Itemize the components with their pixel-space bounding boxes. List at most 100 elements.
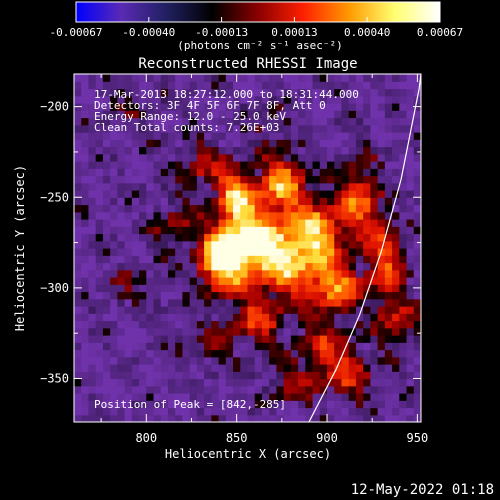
- heatmap-cell: [283, 298, 292, 307]
- heatmap-cell: [363, 320, 371, 329]
- heatmap-cell: [290, 298, 299, 307]
- heatmap-cell: [413, 139, 421, 148]
- heatmap-cell: [290, 197, 299, 206]
- heatmap-cell: [110, 262, 118, 271]
- heatmap-cell: [363, 153, 371, 162]
- heatmap-cell: [276, 95, 285, 104]
- heatmap-cell: [283, 190, 292, 198]
- heatmap-cell: [131, 335, 140, 343]
- heatmap-cell: [283, 291, 292, 300]
- heatmap-cell: [189, 385, 198, 394]
- heatmap-cell: [167, 371, 176, 380]
- heatmap-cell: [247, 175, 256, 184]
- heatmap-cell: [117, 182, 126, 191]
- heatmap-cell: [276, 356, 285, 365]
- heatmap-cell: [225, 356, 234, 365]
- heatmap-cell: [240, 313, 249, 322]
- heatmap-cell: [290, 407, 299, 416]
- heatmap-cell: [384, 356, 393, 365]
- heatmap-cell: [160, 211, 169, 220]
- heatmap-cell: [355, 211, 364, 220]
- heatmap-cell: [247, 81, 256, 90]
- heatmap-cell: [298, 81, 306, 90]
- heatmap-cell: [319, 291, 328, 300]
- heatmap-cell: [74, 81, 82, 90]
- heatmap-cell: [81, 335, 90, 343]
- heatmap-cell: [225, 248, 234, 256]
- heatmap-cell: [269, 233, 278, 242]
- heatmap-cell: [110, 371, 118, 380]
- heatmap-cell: [233, 117, 241, 126]
- heatmap-cell: [305, 190, 314, 198]
- heatmap-cell: [88, 400, 97, 409]
- heatmap-cell: [153, 320, 162, 329]
- heatmap-cell: [399, 153, 408, 162]
- heatmap-cell: [74, 175, 82, 184]
- heatmap-cell: [413, 356, 421, 365]
- heatmap-cell: [153, 414, 162, 422]
- heatmap-cell: [363, 233, 371, 242]
- heatmap-cell: [319, 371, 328, 380]
- heatmap-cell: [139, 161, 147, 169]
- heatmap-cell: [384, 364, 393, 372]
- heatmap-cell: [88, 327, 97, 336]
- heatmap-cell: [218, 371, 227, 380]
- heatmap-cell: [413, 233, 421, 242]
- heatmap-cell: [124, 313, 133, 322]
- heatmap-cell: [290, 132, 299, 140]
- heatmap-cell: [261, 233, 270, 242]
- heatmap-cell: [131, 95, 140, 104]
- heatmap-cell: [110, 269, 118, 278]
- heatmap-cell: [305, 277, 314, 285]
- heatmap-cell: [102, 110, 111, 119]
- heatmap-cell: [124, 298, 133, 307]
- heatmap-cell: [384, 414, 393, 422]
- heatmap-cell: [319, 349, 328, 358]
- heatmap-cell: [204, 197, 212, 206]
- heatmap-cell: [88, 291, 97, 300]
- heatmap-cell: [117, 248, 126, 256]
- heatmap-cell: [196, 110, 205, 119]
- heatmap-cell: [139, 74, 147, 82]
- heatmap-cell: [269, 153, 278, 162]
- heatmap-cell: [139, 414, 147, 422]
- heatmap-cell: [413, 197, 421, 206]
- heatmap-cell: [74, 306, 82, 314]
- heatmap-cell: [160, 124, 169, 133]
- heatmap-cell: [399, 313, 408, 322]
- heatmap-cell: [247, 298, 256, 307]
- heatmap-cell: [175, 132, 184, 140]
- heatmap-cell: [240, 74, 249, 82]
- heatmap-cell: [110, 400, 118, 409]
- heatmap-cell: [355, 393, 364, 401]
- heatmap-cell: [81, 204, 90, 213]
- heatmap-cell: [247, 117, 256, 126]
- heatmap-cell: [290, 269, 299, 278]
- heatmap-cell: [261, 175, 270, 184]
- heatmap-cell: [233, 313, 241, 322]
- heatmap-cell: [189, 313, 198, 322]
- heatmap-cell: [247, 327, 256, 336]
- heatmap-cell: [131, 327, 140, 336]
- heatmap-cell: [327, 146, 335, 155]
- heatmap-cell: [399, 385, 408, 394]
- heatmap-cell: [218, 117, 227, 126]
- heatmap-cell: [327, 226, 335, 235]
- heatmap-cell: [363, 313, 371, 322]
- heatmap-cell: [384, 190, 393, 198]
- heatmap-cell: [167, 400, 176, 409]
- heatmap-cell: [254, 81, 263, 90]
- heatmap-cell: [146, 132, 155, 140]
- heatmap-cell: [225, 327, 234, 336]
- heatmap-cell: [334, 182, 343, 191]
- heatmap-cell: [225, 298, 234, 307]
- heatmap-cell: [384, 81, 393, 90]
- heatmap-cell: [355, 95, 364, 104]
- heatmap-cell: [261, 327, 270, 336]
- heatmap-cell: [95, 371, 104, 380]
- heatmap-cell: [348, 378, 357, 387]
- heatmap-cell: [175, 139, 184, 148]
- heatmap-cell: [319, 414, 328, 422]
- heatmap-cell: [254, 284, 263, 293]
- heatmap-cell: [327, 117, 335, 126]
